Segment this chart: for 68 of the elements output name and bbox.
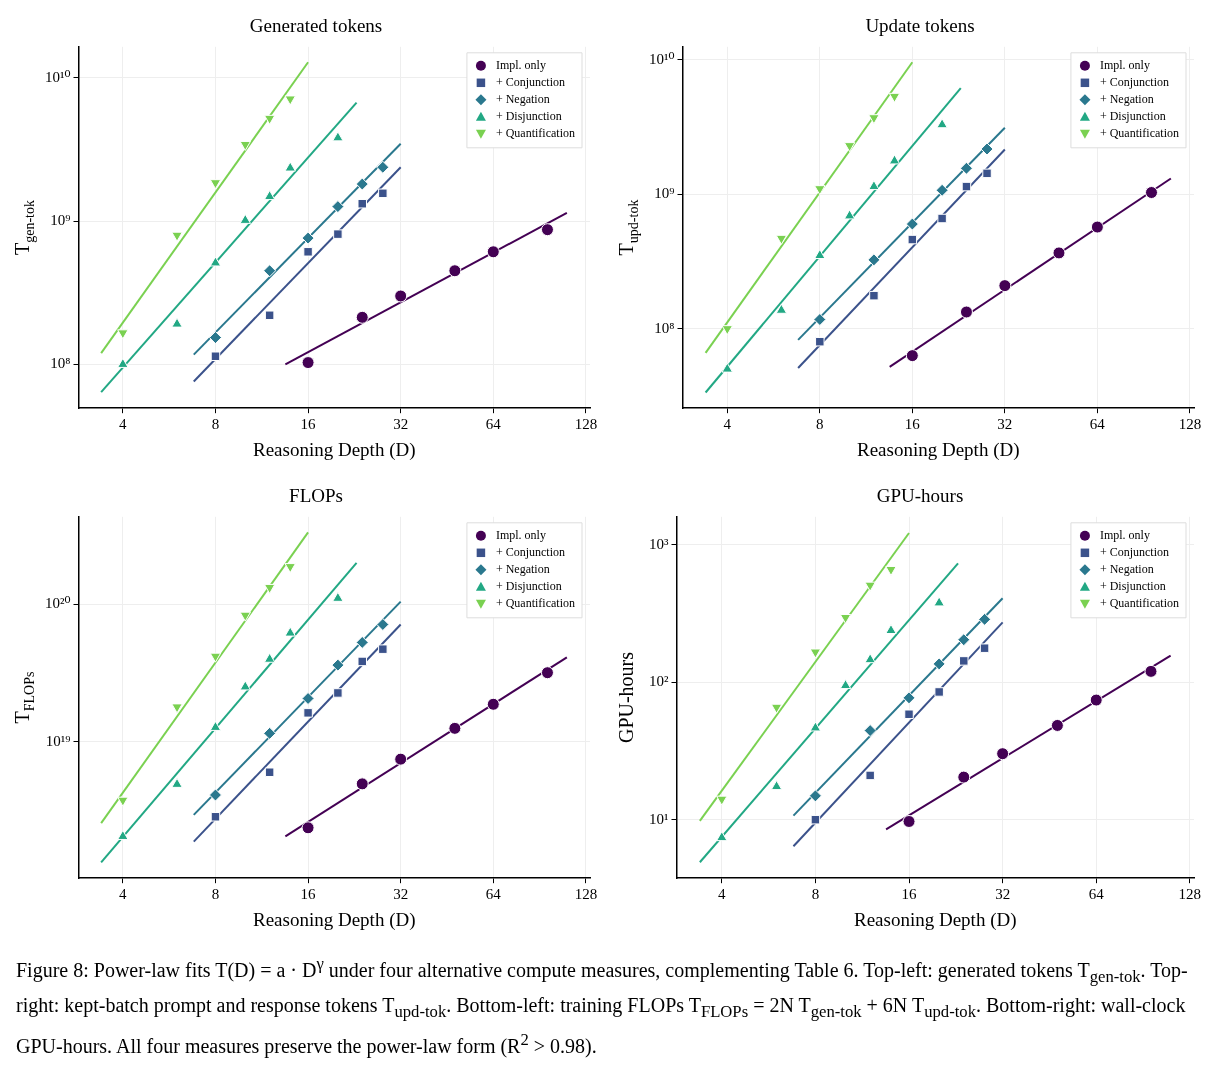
legend-label: + Negation bbox=[1099, 561, 1154, 576]
x-tick-label: 32 bbox=[393, 416, 409, 433]
x-tick-label: 8 bbox=[811, 886, 820, 903]
x-tick-label: 128 bbox=[574, 416, 598, 433]
x-axis-title: Reasoning Depth (D) bbox=[856, 438, 1020, 461]
text: Figure 8: Power-law fits T(D) = a · D$^{γ}$ under four alternative compute measures, complementing Table 6. Top-left: generated tokens T$_{gen-tok}$. Top-right: kept-batch prompt and response tokens T$_{upd-tok}$. Bottom-left: training FLOPs T$_{FLOPs}$ = 2N T$_{gen-tok}$ + 6N T$_{upd-tok}$. Bottom-right: wall-clock GPU-hours. All four measures preserve the power-law form (R$^{2}$ > 0.98). bbox=[16, 954, 1188, 1057]
chart-title: GPU-hours bbox=[876, 485, 964, 507]
legend-label: Impl. only bbox=[495, 527, 546, 542]
x-tick-label: 128 bbox=[1178, 416, 1202, 433]
x-tick-label: 16 bbox=[300, 886, 317, 903]
x-tick-label: 16 bbox=[901, 886, 918, 903]
x-tick-label: 32 bbox=[997, 416, 1013, 433]
x-tick-label: 8 bbox=[211, 886, 220, 903]
legend-label: + Negation bbox=[495, 561, 550, 576]
legend-label: + Negation bbox=[1099, 91, 1154, 106]
legend-label: + Disjunction bbox=[495, 578, 562, 593]
chart-title: Generated tokens bbox=[249, 15, 383, 37]
y-tick-label: 10¹⁹ bbox=[45, 732, 71, 749]
legend-label: + Conjunction bbox=[495, 544, 566, 559]
x-tick-label: 4 bbox=[119, 886, 128, 903]
legend-label: + Quantification bbox=[495, 125, 575, 140]
y-tick-label: 10³ bbox=[649, 535, 669, 552]
y-axis-title: GPU-hours bbox=[615, 651, 638, 744]
y-tick-label: 10¹ bbox=[649, 810, 669, 827]
legend-label: + Disjunction bbox=[1099, 108, 1166, 123]
x-tick-label: 64 bbox=[485, 416, 502, 433]
chart-title: FLOPs bbox=[289, 485, 343, 507]
y-tick-label: 10⁸ bbox=[654, 319, 675, 336]
legend-label: + Quantification bbox=[1099, 595, 1179, 610]
x-tick-label: 128 bbox=[574, 886, 598, 903]
y-tick-label: 10⁹ bbox=[654, 185, 675, 202]
x-tick-label: 16 bbox=[300, 416, 317, 433]
x-tick-label: 64 bbox=[1089, 416, 1106, 433]
legend-label: + Negation bbox=[495, 91, 550, 106]
legend-label: + Conjunction bbox=[495, 74, 566, 89]
x-tick-label: 8 bbox=[816, 416, 824, 433]
x-tick-label: 64 bbox=[485, 886, 502, 903]
y-tick-label: 10⁸ bbox=[50, 355, 71, 372]
x-axis-title: Reasoning Depth (D) bbox=[853, 908, 1017, 931]
x-tick-label: 64 bbox=[1088, 886, 1105, 903]
y-tick-label: 10¹⁰ bbox=[648, 50, 675, 67]
legend-label: + Disjunction bbox=[495, 108, 562, 123]
legend-label: Impl. only bbox=[495, 57, 546, 72]
x-tick-label: 32 bbox=[393, 886, 409, 903]
x-axis-title: Reasoning Depth (D) bbox=[252, 438, 416, 461]
x-tick-label: 4 bbox=[718, 886, 727, 903]
legend-label: + Disjunction bbox=[1099, 578, 1166, 593]
y-axis-title: Tgen-tok bbox=[11, 200, 37, 255]
y-tick-label: 10²⁰ bbox=[44, 594, 71, 611]
x-tick-label: 32 bbox=[995, 886, 1011, 903]
x-tick-label: 4 bbox=[119, 416, 128, 433]
x-tick-label: 8 bbox=[211, 416, 220, 433]
y-axis-title: TFLOPs bbox=[11, 671, 37, 724]
y-tick-label: 10² bbox=[649, 673, 669, 690]
legend-label: + Conjunction bbox=[1099, 74, 1170, 89]
y-tick-label: 10⁹ bbox=[50, 211, 71, 228]
y-axis-title: Tupd-tok bbox=[615, 199, 641, 256]
x-tick-label: 4 bbox=[723, 416, 732, 433]
x-tick-label: 128 bbox=[1178, 886, 1202, 903]
x-tick-label: 16 bbox=[904, 416, 921, 433]
legend-label: Impl. only bbox=[1099, 527, 1150, 542]
legend-label: + Quantification bbox=[1099, 125, 1179, 140]
x-axis-title: Reasoning Depth (D) bbox=[252, 908, 416, 931]
y-tick-label: 10¹⁰ bbox=[44, 68, 71, 85]
legend-label: + Conjunction bbox=[1099, 544, 1170, 559]
chart-title: Update tokens bbox=[865, 15, 975, 37]
legend-label: + Quantification bbox=[495, 595, 575, 610]
legend-label: Impl. only bbox=[1099, 57, 1150, 72]
